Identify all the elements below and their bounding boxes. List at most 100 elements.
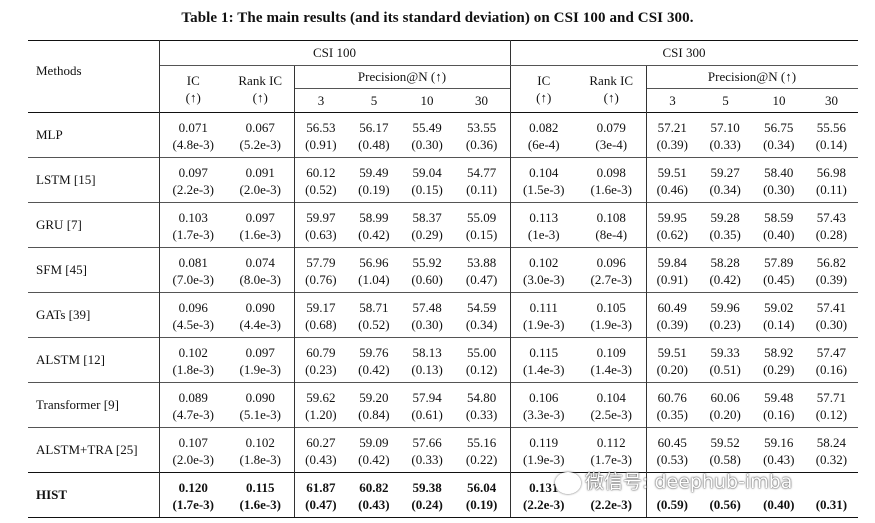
- std-dev: (0.39): [656, 136, 689, 152]
- value: 0.115: [529, 344, 559, 360]
- header-csi100: CSI 100: [159, 40, 511, 66]
- value: 60.82: [359, 479, 389, 495]
- value-cell: 59.51 (0.46): [646, 157, 699, 203]
- value-cell: 57.41 (0.30): [805, 292, 858, 338]
- value-cell: 57.21 (0.39): [646, 112, 699, 158]
- std-dev: (0.68): [305, 316, 337, 332]
- std-dev: (1.9e-3): [239, 361, 281, 377]
- value-cell: 55.16 (0.22): [453, 427, 511, 473]
- value: 59.04: [412, 164, 442, 180]
- std-dev: (4.5e-3): [172, 316, 214, 332]
- value-cell: 0.102 (1.8e-3): [227, 427, 295, 473]
- method-name: GATs [39]: [28, 292, 160, 338]
- method-name: ALSTM+TRA [25]: [28, 427, 160, 473]
- value-cell: 0.067 (5.2e-3): [227, 112, 295, 158]
- std-dev: (1.8e-3): [172, 361, 214, 377]
- std-dev: (1.9e-3): [522, 316, 565, 332]
- value: 0.096: [596, 254, 626, 270]
- std-dev: (0.61): [411, 406, 443, 422]
- std-dev: (0.34): [763, 136, 795, 152]
- value: 0.097: [245, 344, 275, 360]
- value-cell: 0.119 (1.9e-3): [510, 427, 577, 473]
- value-cell: 0.103 (1.7e-3): [159, 202, 227, 248]
- value-cell: (0.56): [698, 472, 753, 518]
- value: 60.45: [657, 434, 687, 450]
- header-n10: 10: [772, 93, 786, 108]
- header-ic-csi300: IC (↑): [536, 73, 552, 105]
- value: 56.98: [816, 164, 847, 180]
- results-table: Methods CSI 100 CSI 300 IC (↑) Rank IC (↑)…: [28, 40, 858, 518]
- value-cell: 55.00 (0.12): [453, 337, 511, 383]
- std-dev: (0.36): [465, 136, 498, 152]
- value-cell: 0.097 (1.9e-3): [227, 337, 295, 383]
- value-cell: 60.79 (0.23): [294, 337, 348, 383]
- value-cell: 60.12 (0.52): [294, 157, 348, 203]
- table-body: MLP 0.071 (4.8e-3) 0.067 (5.2e-3) 56.53 (0.91)…: [28, 112, 858, 518]
- value-cell: 57.47 (0.16): [805, 337, 858, 383]
- value: 0.111: [529, 299, 558, 315]
- value: 0.071: [178, 119, 208, 135]
- value: 0.113: [529, 209, 559, 225]
- std-dev: (0.35): [656, 406, 689, 422]
- value: 0.106: [529, 389, 559, 405]
- value: 58.13: [412, 344, 442, 360]
- std-dev: (0.51): [709, 361, 741, 377]
- value: 57.66: [412, 434, 442, 450]
- value-cell: 59.09 (0.42): [347, 427, 401, 473]
- value: 0.096: [178, 299, 208, 315]
- method-name: Transformer [9]: [28, 382, 160, 428]
- value-cell: 59.84 (0.91): [646, 247, 699, 293]
- value-cell: 60.82 (0.43): [347, 472, 401, 518]
- header-n30: 30: [825, 93, 838, 108]
- method-name: ALSTM [12]: [28, 337, 160, 383]
- value-cell: 0.115 (1.4e-3): [510, 337, 577, 383]
- value: 0.105: [596, 299, 626, 315]
- value: 58.71: [359, 299, 389, 315]
- value: 57.43: [816, 209, 847, 225]
- std-dev: (0.23): [305, 361, 337, 377]
- value-cell: 0.096 (4.5e-3): [159, 292, 227, 338]
- value-cell: 58.40 (0.30): [752, 157, 806, 203]
- value: 0.090: [245, 299, 275, 315]
- std-dev: (0.15): [465, 226, 498, 242]
- value-cell: 54.77 (0.11): [453, 157, 511, 203]
- header-n10: 10: [420, 93, 434, 108]
- value: 57.41: [816, 299, 847, 315]
- std-dev: (0.45): [763, 271, 795, 287]
- value: 0.102: [178, 344, 208, 360]
- value: 59.52: [710, 434, 740, 450]
- value: 56.96: [359, 254, 389, 270]
- value: 59.16: [764, 434, 794, 450]
- value-cell: 55.09 (0.15): [453, 202, 511, 248]
- std-dev: (0.84): [358, 406, 390, 422]
- value: 60.76: [657, 389, 687, 405]
- std-dev: (0.20): [709, 406, 741, 422]
- std-dev: (0.43): [305, 451, 337, 467]
- value: 0.112: [596, 434, 626, 450]
- std-dev: (0.14): [815, 136, 848, 152]
- value-cell: 0.096 (2.7e-3): [577, 247, 647, 293]
- value: 59.84: [657, 254, 687, 270]
- value-cell: 0.104 (2.5e-3): [577, 382, 647, 428]
- std-dev: (0.40): [763, 496, 795, 512]
- value: 60.12: [306, 164, 336, 180]
- value-cell: 57.71 (0.12): [805, 382, 858, 428]
- value: 55.49: [412, 119, 442, 135]
- std-dev: (0.11): [466, 181, 498, 197]
- value-cell: 55.56 (0.14): [805, 112, 858, 158]
- std-dev: (0.42): [358, 361, 390, 377]
- value: 58.37: [412, 209, 442, 225]
- std-dev: (8e-4): [595, 226, 628, 242]
- value-cell: 59.16 (0.43): [752, 427, 806, 473]
- std-dev: (0.20): [656, 361, 689, 377]
- value-cell: 58.13 (0.13): [400, 337, 454, 383]
- value: 0.090: [245, 389, 275, 405]
- value-cell: 58.24 (0.32): [805, 427, 858, 473]
- value: 0.115: [245, 479, 275, 495]
- value-cell: 56.53 (0.91): [294, 112, 348, 158]
- header-n30: 30: [475, 93, 488, 108]
- value-cell: 0.105 (1.9e-3): [577, 292, 647, 338]
- value-cell: 58.28 (0.42): [698, 247, 753, 293]
- value: 55.92: [412, 254, 442, 270]
- std-dev: (0.59): [656, 496, 689, 512]
